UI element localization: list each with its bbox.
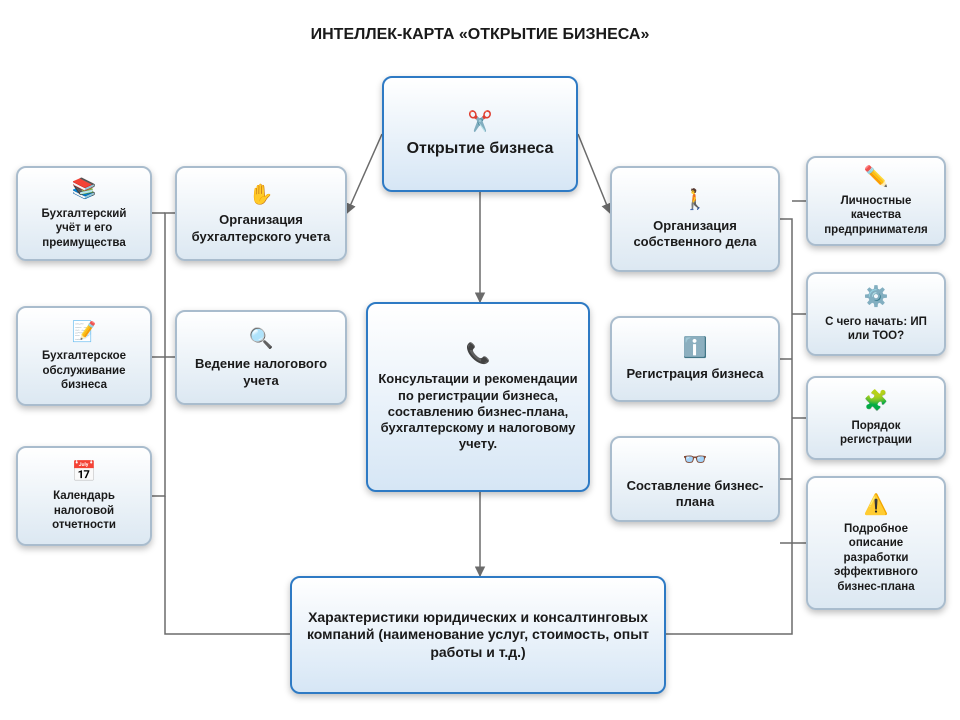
node-label: С чего начать: ИП или ТОО? xyxy=(818,315,934,344)
node-label: Порядок регистрации xyxy=(818,419,934,448)
node-label: Составление бизнес-плана xyxy=(622,478,768,511)
node-label: Календарь налоговой отчетности xyxy=(28,489,140,532)
node-tax-mgmt: 🔍 Ведение налогового учета xyxy=(175,310,347,405)
connector xyxy=(165,496,290,634)
info-icon: ℹ️ xyxy=(682,336,708,362)
connector xyxy=(152,357,165,496)
node-start-q: ⚙️ С чего начать: ИП или ТОО? xyxy=(806,272,946,356)
node-acc-svc: 📝 Бухгалтерское обслуживание бизнеса xyxy=(16,306,152,406)
calendar-icon: 📅 xyxy=(71,459,97,485)
node-pers-q: ✏️ Личностные качества предпринимателя xyxy=(806,156,946,246)
node-label: Ведение налогового учета xyxy=(187,356,335,389)
node-plan-desc: ⚠️ Подробное описание разработки эффектив… xyxy=(806,476,946,610)
node-label: Личностные качества предпринимателя xyxy=(818,194,934,237)
node-root: ✂️ Открытие бизнеса xyxy=(382,76,578,192)
scissors-icon: ✂️ xyxy=(467,109,493,135)
node-biz-plan: 👓 Составление бизнес-плана xyxy=(610,436,780,522)
magnifier-icon: 🔍 xyxy=(248,326,274,352)
node-label: Консультации и рекомендации по регистрац… xyxy=(378,371,578,452)
node-consult: 📞 Консультации и рекомендации по регистра… xyxy=(366,302,590,492)
node-label: Регистрация бизнеса xyxy=(627,366,764,382)
note-icon: 📝 xyxy=(71,319,97,345)
puzzle-icon: 🧩 xyxy=(863,389,889,415)
node-tax-cal: 📅 Календарь налоговой отчетности xyxy=(16,446,152,546)
phone-icon: 📞 xyxy=(465,341,491,367)
connector xyxy=(347,134,382,213)
node-label: Организация бухгалтерского учета xyxy=(187,212,335,245)
node-label: Бухгалтерский учёт и его преимущества xyxy=(28,207,140,250)
node-acc-org: ✋ Организация бухгалтерского учета xyxy=(175,166,347,261)
person-icon: 🚶 xyxy=(682,188,708,214)
connector xyxy=(666,543,792,634)
warning-icon: ⚠️ xyxy=(863,492,889,518)
connector xyxy=(780,219,792,543)
node-label: Открытие бизнеса xyxy=(407,139,554,159)
connector xyxy=(578,134,610,213)
node-reg-ord: 🧩 Порядок регистрации xyxy=(806,376,946,460)
node-acc-adv: 📚 Бухгалтерский учёт и его преимущества xyxy=(16,166,152,261)
diagram-title: ИНТЕЛЛЕК-КАРТА «ОТКРЫТИЕ БИЗНЕСА» xyxy=(0,26,960,44)
glasses-icon: 👓 xyxy=(682,448,708,474)
node-label: Бухгалтерское обслуживание бизнеса xyxy=(28,349,140,392)
hand-icon: ✋ xyxy=(248,182,274,208)
node-label: Организация собственного дела xyxy=(622,218,768,251)
node-label: Характеристики юридических и консалтинго… xyxy=(302,609,654,662)
node-label: Подробное описание разработки эффективно… xyxy=(818,522,934,594)
books-icon: 📚 xyxy=(71,177,97,203)
connector xyxy=(165,213,175,357)
node-own-biz: 🚶 Организация собственного дела xyxy=(610,166,780,272)
node-legal: Характеристики юридических и консалтинго… xyxy=(290,576,666,694)
pencil-icon: ✏️ xyxy=(863,165,889,190)
diagram-stage: ИНТЕЛЛЕК-КАРТА «ОТКРЫТИЕ БИЗНЕСА» ✂️ Откр… xyxy=(0,0,960,720)
gear-icon: ⚙️ xyxy=(863,285,889,311)
node-reg-biz: ℹ️ Регистрация бизнеса xyxy=(610,316,780,402)
